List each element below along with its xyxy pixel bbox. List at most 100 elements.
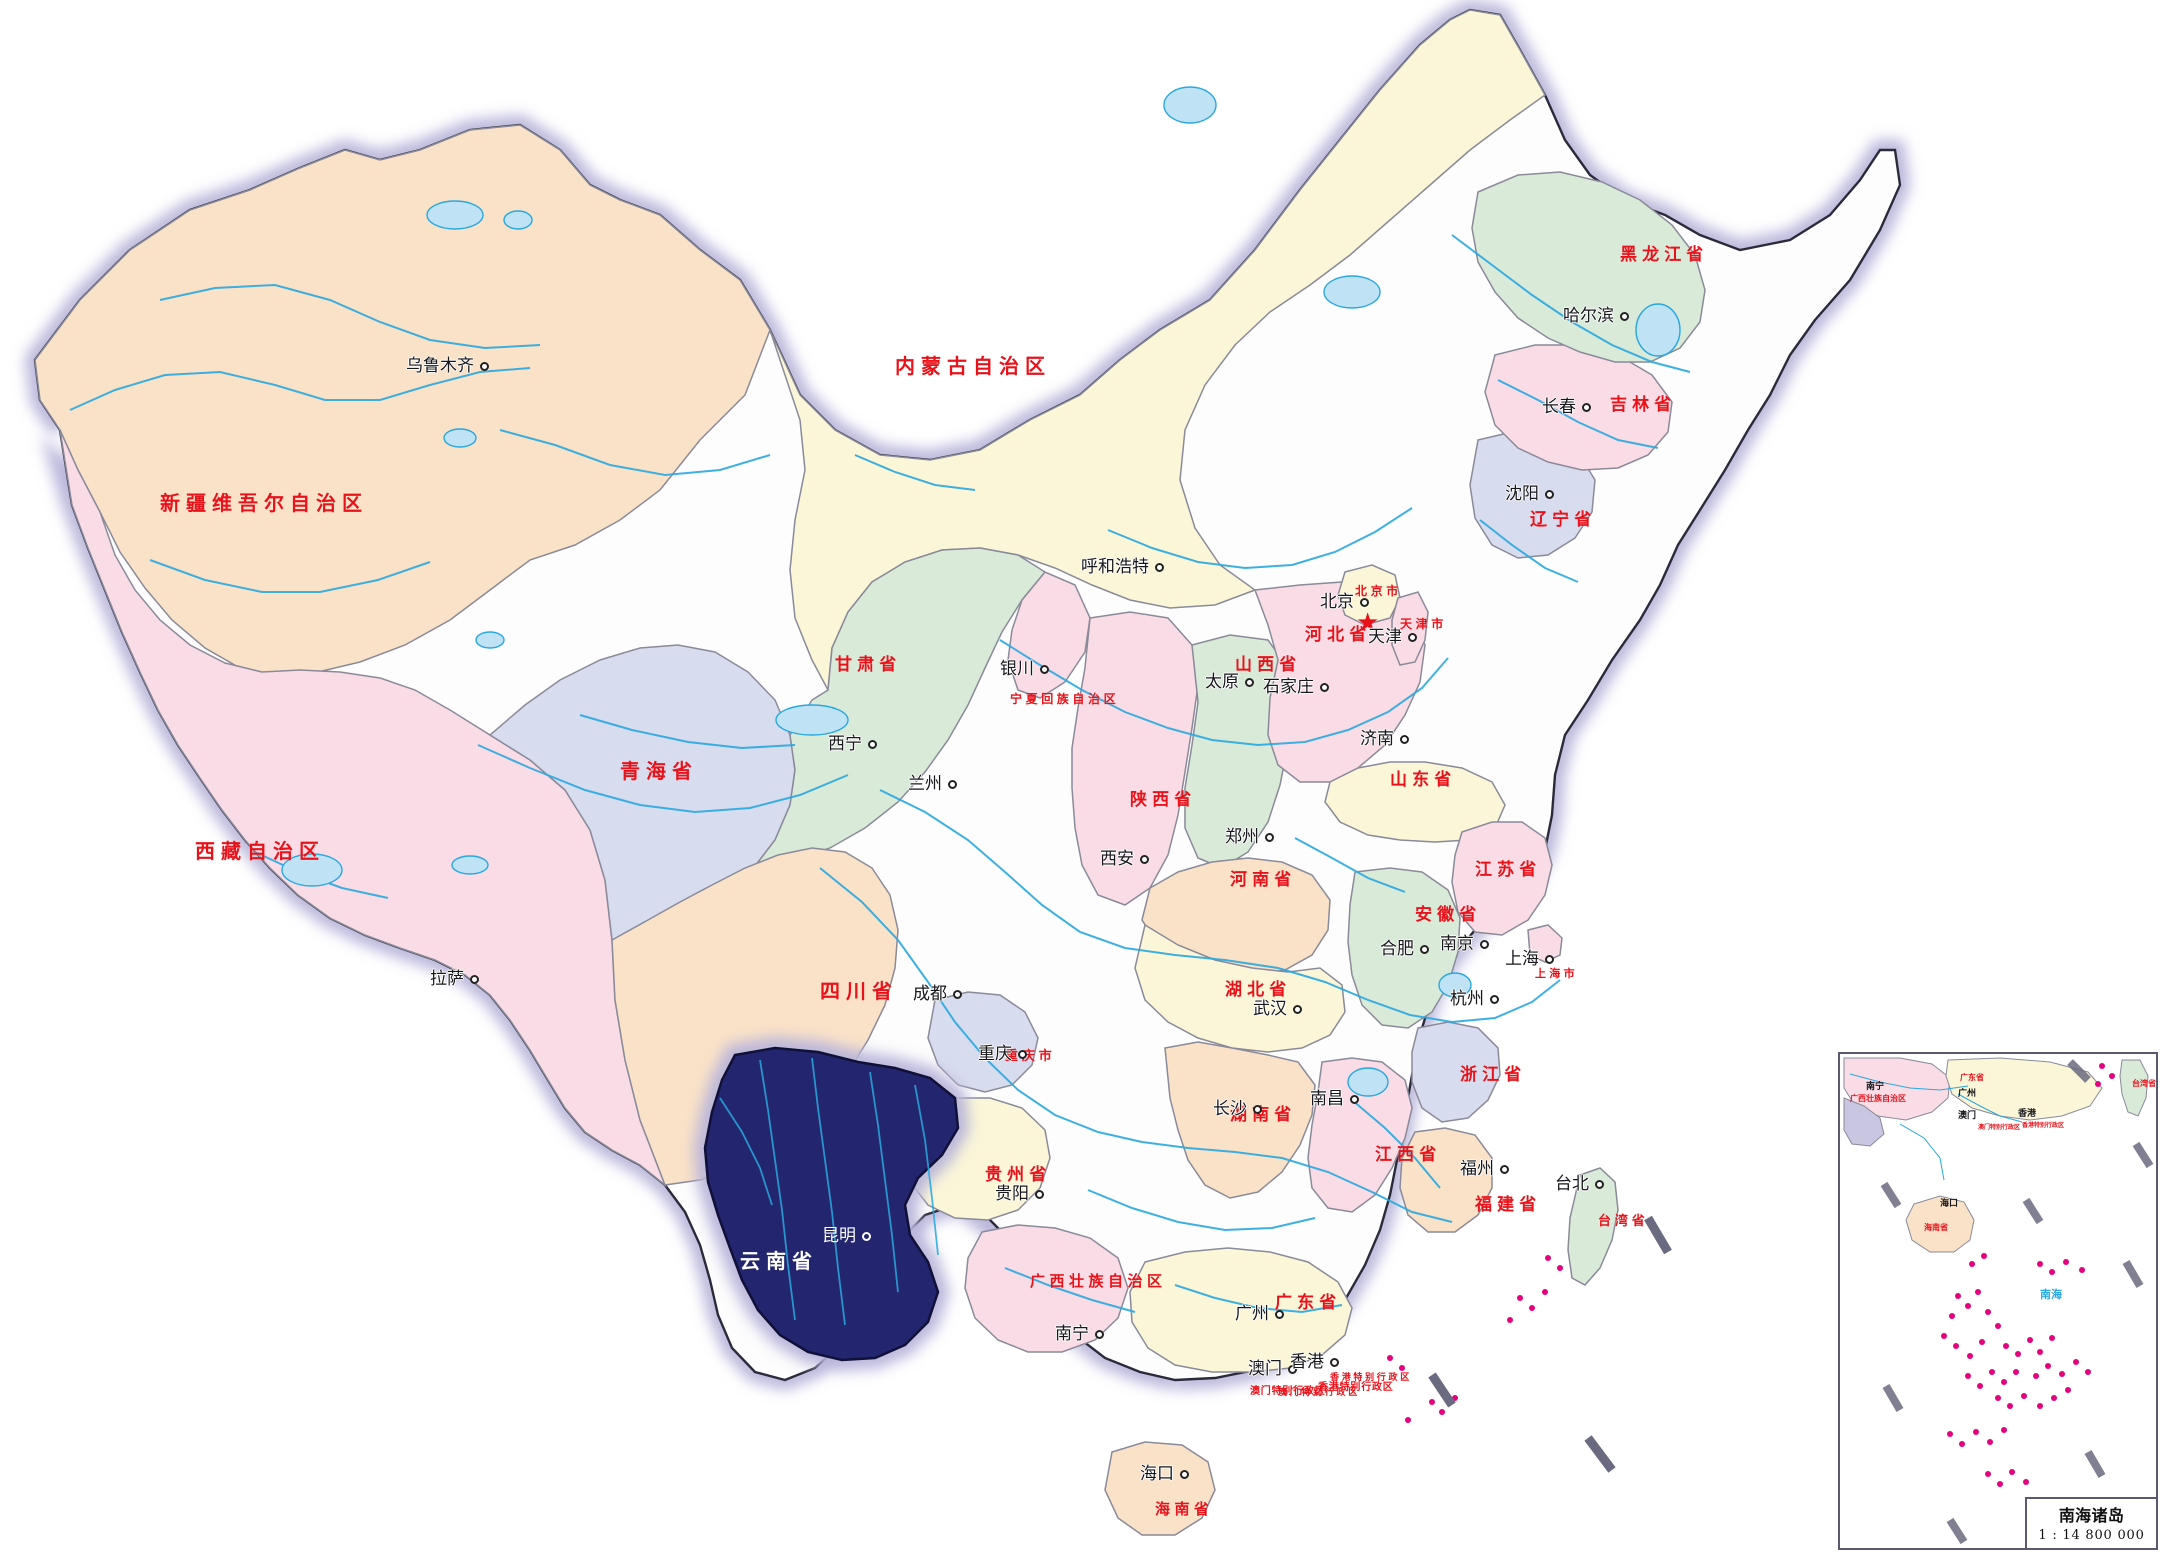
city-label: 台北 <box>1555 1174 1589 1194</box>
city-marker-dot[interactable] <box>862 1232 871 1241</box>
province-label: 四川省 <box>820 979 898 1003</box>
province-label: 福建省 <box>1475 1195 1542 1215</box>
city-marker-dot[interactable] <box>1500 1165 1509 1174</box>
province-label: 香港特别行政区 <box>1330 1373 1412 1383</box>
province-label: 吉林省 <box>1610 395 1677 415</box>
city-marker-dot[interactable] <box>470 975 479 984</box>
city-marker-dot[interactable] <box>1035 1190 1044 1199</box>
city-label: 成都 <box>913 984 947 1004</box>
city-label: 太原 <box>1205 672 1239 692</box>
province-tianjin <box>1391 591 1429 666</box>
province-label: 贵州省 <box>985 1165 1052 1185</box>
city-marker-dot[interactable] <box>1400 735 1409 744</box>
city-marker-dot[interactable] <box>1288 1365 1297 1374</box>
province-label: 江苏省 <box>1475 860 1542 880</box>
city-marker-dot[interactable] <box>1408 633 1417 642</box>
city-marker-dot[interactable] <box>1155 563 1164 572</box>
city-marker-dot[interactable] <box>1545 490 1554 499</box>
province-guangdong <box>1129 1247 1353 1373</box>
city-marker-dot[interactable] <box>1293 1005 1302 1014</box>
capital-star-icon: ★ <box>1356 608 1380 638</box>
city-label: 郑州 <box>1225 827 1259 847</box>
city-marker-dot[interactable] <box>1040 665 1049 674</box>
city-marker-dot[interactable] <box>1265 833 1274 842</box>
province-label: 浙江省 <box>1460 1065 1527 1085</box>
city-marker-dot[interactable] <box>480 362 489 371</box>
city-label: 西宁 <box>828 734 862 754</box>
province-shanghai <box>1527 924 1563 963</box>
city-marker-dot[interactable] <box>1620 312 1629 321</box>
city-marker-dot[interactable] <box>1140 855 1149 864</box>
city-marker-dot[interactable] <box>1320 683 1329 692</box>
city-label: 西安 <box>1100 849 1134 869</box>
city-marker-dot[interactable] <box>1480 940 1489 949</box>
inset-label: 澳门特别行政区 <box>1978 1124 2021 1131</box>
city-marker-dot[interactable] <box>1545 955 1554 964</box>
city-marker-dot[interactable] <box>1582 403 1591 412</box>
province-hainan <box>1104 1441 1216 1536</box>
city-marker-dot[interactable] <box>1330 1358 1339 1367</box>
city-marker-dot[interactable] <box>1420 945 1429 954</box>
city-label: 香港 <box>1290 1352 1324 1372</box>
hongkong-sar-label: 香港特别行政区 <box>1318 1382 1394 1393</box>
inset-label: 广东省 <box>1960 1073 1984 1082</box>
province-guangxi <box>964 1224 1129 1353</box>
city-label: 呼和浩特 <box>1081 557 1149 577</box>
province-label: 上海市 <box>1535 967 1578 980</box>
province-anhui <box>1347 867 1461 1029</box>
province-label: 山西省 <box>1235 655 1302 675</box>
city-marker-dot[interactable] <box>1350 1095 1359 1104</box>
city-label: 南宁 <box>1055 1324 1089 1344</box>
province-fujian <box>1399 1127 1493 1233</box>
city-marker-dot[interactable] <box>1180 1470 1189 1479</box>
province-label: 青海省 <box>620 759 698 783</box>
province-label: 新疆维吾尔自治区 <box>160 491 368 515</box>
province-sichuan <box>611 847 899 1186</box>
inset-label: 海口 <box>1940 1199 1959 1209</box>
province-label: 广西壮族自治区 <box>1030 1272 1167 1290</box>
inset-label: 香港特别行政区 <box>2022 1122 2065 1129</box>
city-marker-dot[interactable] <box>1360 598 1369 607</box>
city-marker-dot[interactable] <box>948 780 957 789</box>
city-marker-dot[interactable] <box>1253 1105 1262 1114</box>
city-label: 广州 <box>1235 1304 1269 1324</box>
city-marker-dot[interactable] <box>1275 1310 1284 1319</box>
city-marker-dot[interactable] <box>868 740 877 749</box>
province-label: 河北省 <box>1305 625 1372 645</box>
city-marker-dot[interactable] <box>1018 1050 1027 1059</box>
province-label: 江西省 <box>1375 1145 1442 1165</box>
city-marker-dot[interactable] <box>1595 1180 1604 1189</box>
city-label: 天津 <box>1368 627 1402 647</box>
province-taiwan <box>1567 1167 1619 1286</box>
province-hunan <box>1164 1041 1316 1199</box>
province-label: 宁夏回族自治区 <box>1010 692 1120 706</box>
province-label: 内蒙古自治区 <box>895 354 1051 378</box>
city-marker-dot[interactable] <box>1490 995 1499 1004</box>
inset-label: 南海 <box>2040 1288 2062 1301</box>
province-label: 湖南省 <box>1230 1105 1297 1125</box>
city-label: 沈阳 <box>1505 484 1539 504</box>
inset-caption-title: 南海诸岛 <box>2058 1506 2125 1525</box>
city-label: 长春 <box>1542 397 1576 417</box>
south-china-sea-inset[interactable]: 南宁 广西壮族自治区 广东省 广州 澳门 香港 澳门特别行政区 香港特别行政区 海口 海南省 台湾省… <box>1838 1052 2158 1550</box>
city-label: 澳门 <box>1248 1359 1282 1379</box>
city-label: 海口 <box>1140 1464 1174 1484</box>
city-marker-dot[interactable] <box>953 990 962 999</box>
city-marker-dot[interactable] <box>1095 1330 1104 1339</box>
city-label: 贵阳 <box>995 1184 1029 1204</box>
city-marker-dot[interactable] <box>1245 678 1254 687</box>
inset-label: 南宁 <box>1866 1082 1885 1092</box>
province-label: 云南省 <box>740 1249 818 1273</box>
inset-label: 澳门 <box>1958 1111 1977 1121</box>
highlighted-province-yunnan[interactable] <box>693 1036 970 1372</box>
province-chongqing <box>927 991 1039 1093</box>
city-label: 合肥 <box>1380 939 1414 959</box>
province-label: 湖北省 <box>1225 980 1292 1000</box>
city-label: 济南 <box>1360 729 1394 749</box>
province-label: 广东省 <box>1275 1293 1342 1313</box>
city-label: 哈尔滨 <box>1563 306 1614 326</box>
province-label: 重庆市 <box>1005 1049 1056 1064</box>
city-label: 杭州 <box>1450 989 1484 1009</box>
boundary-ticks <box>1428 1215 1672 1473</box>
